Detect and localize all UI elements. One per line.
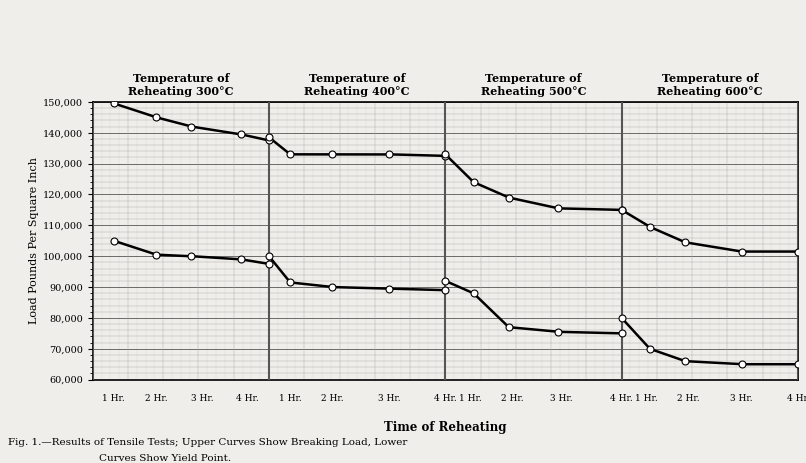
Text: 4 Hr.: 4 Hr.	[787, 394, 806, 402]
Text: 4 Hr.: 4 Hr.	[434, 394, 457, 402]
Text: 3 Hr.: 3 Hr.	[191, 394, 214, 402]
Text: 1 Hr.: 1 Hr.	[279, 394, 301, 402]
Text: 4 Hr.: 4 Hr.	[610, 394, 633, 402]
Text: 3 Hr.: 3 Hr.	[730, 394, 753, 402]
Text: Curves Show Yield Point.: Curves Show Yield Point.	[8, 454, 231, 463]
Text: Temperature of
Reheating 400°C: Temperature of Reheating 400°C	[305, 74, 410, 97]
Text: Time of Reheating: Time of Reheating	[384, 421, 506, 434]
Text: Temperature of
Reheating 500°C: Temperature of Reheating 500°C	[480, 74, 586, 97]
Y-axis label: Load Pounds Per Square Inch: Load Pounds Per Square Inch	[29, 157, 39, 324]
Text: Fig. 1.—Results of Tensile Tests; Upper Curves Show Breaking Load, Lower: Fig. 1.—Results of Tensile Tests; Upper …	[8, 438, 408, 446]
Text: 3 Hr.: 3 Hr.	[550, 394, 573, 402]
Text: 1 Hr.: 1 Hr.	[635, 394, 658, 402]
Text: Temperature of
Reheating 600°C: Temperature of Reheating 600°C	[657, 74, 762, 97]
Text: 3 Hr.: 3 Hr.	[377, 394, 401, 402]
Text: 4 Hr.: 4 Hr.	[236, 394, 260, 402]
Text: 1 Hr.: 1 Hr.	[102, 394, 125, 402]
Text: 2 Hr.: 2 Hr.	[321, 394, 344, 402]
Text: 1 Hr.: 1 Hr.	[459, 394, 481, 402]
Text: 2 Hr.: 2 Hr.	[501, 394, 524, 402]
Text: Temperature of
Reheating 300°C: Temperature of Reheating 300°C	[128, 74, 234, 97]
Text: 2 Hr.: 2 Hr.	[677, 394, 700, 402]
Text: 2 Hr.: 2 Hr.	[145, 394, 168, 402]
